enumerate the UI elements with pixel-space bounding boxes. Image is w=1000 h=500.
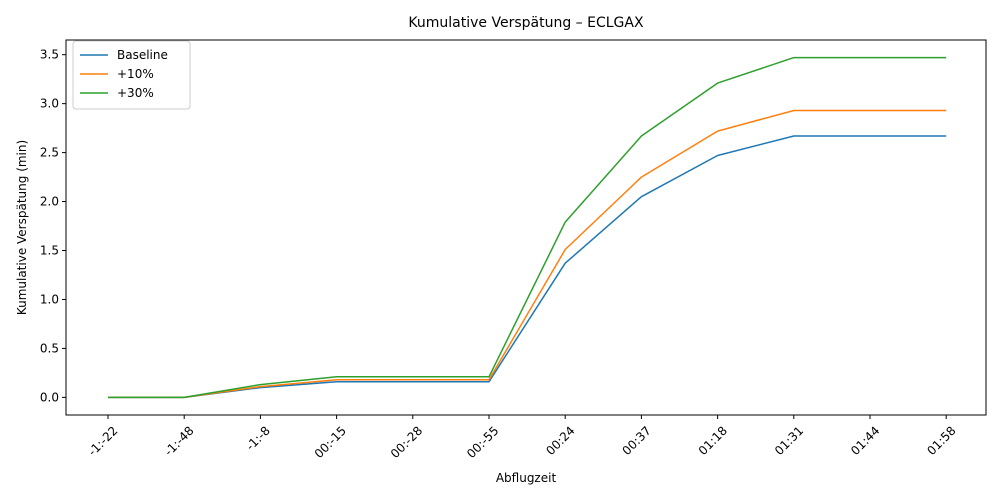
y-tick-label: 0.5 (40, 341, 59, 355)
plot-area-frame (65, 39, 987, 416)
y-tick-label: 3.5 (40, 48, 59, 62)
legend-label: +30% (117, 86, 154, 100)
y-axis: 0.0 0.5 1.0 1.5 2.0 2.5 3.0 3.5 (40, 48, 66, 404)
series-line-0 (108, 135, 947, 399)
legend-label: Baseline (117, 48, 168, 62)
series-line-1 (108, 109, 947, 399)
y-tick-label: 3.0 (40, 97, 59, 111)
series-layer (108, 56, 947, 399)
legend-label: +10% (117, 67, 154, 81)
y-tick-label: 1.5 (40, 244, 59, 258)
y-tick-label: 2.0 (40, 195, 59, 209)
y-tick-label: 0.0 (40, 390, 59, 404)
legend-box (72, 40, 191, 110)
y-tick-label: 1.0 (40, 292, 59, 306)
series-line-2 (108, 56, 947, 399)
y-axis-title: Kumulative Verspätung (min) (15, 140, 29, 315)
y-tick-label: 2.5 (40, 146, 59, 160)
x-axis-title: Abflugzeit (496, 471, 557, 485)
chart-title: Kumulative Verspätung – ECLGAX (408, 15, 644, 31)
legend: Baseline +10% +30% (72, 40, 191, 110)
